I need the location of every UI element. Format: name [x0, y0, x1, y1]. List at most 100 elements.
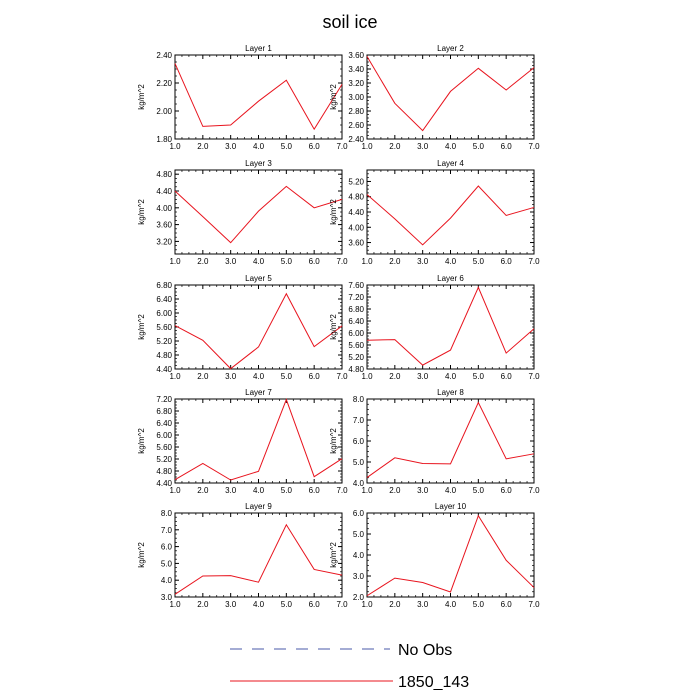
x-tick-label: 3.0 [225, 142, 237, 151]
panel-title: Layer 4 [437, 159, 464, 168]
y-axis-label: kg/m^2 [137, 84, 146, 110]
series-line-1850_143 [366, 286, 535, 366]
x-tick-label: 1.0 [169, 486, 181, 495]
y-tick-label: 5.60 [348, 341, 364, 350]
x-tick-label: 4.0 [445, 486, 457, 495]
y-tick-label: 4.0 [353, 551, 365, 560]
x-tick-label: 4.0 [253, 600, 265, 609]
x-tick-label: 6.0 [501, 486, 513, 495]
x-tick-label: 6.0 [309, 257, 321, 266]
panel-layer-2: Layer 2kg/m^21.0 2.0 3.0 4.0 5.0 6.0 7.02.402.… [329, 44, 540, 151]
y-tick-label: 7.0 [161, 526, 173, 535]
x-tick-label: 5.0 [281, 486, 293, 495]
y-tick-label: 5.0 [353, 458, 365, 467]
x-tick-label: 2.0 [197, 142, 209, 151]
y-tick-label: 4.40 [156, 365, 172, 374]
y-tick-label: 3.60 [156, 221, 172, 230]
x-tick-label: 5.0 [281, 142, 293, 151]
panel-layer-5: Layer 5 kg/m^2 1.0 2.0 3.0 4.0 5.0 6.0 7.0 4.40 4.… [137, 274, 348, 381]
y-tick-label: 5.0 [161, 559, 173, 568]
y-tick-label: 3.0 [161, 593, 173, 602]
y-tick-label: 3.60 [348, 51, 364, 60]
x-tick-label: 5.0 [473, 600, 485, 609]
x-tick-label: 1.0 [169, 142, 181, 151]
x-tick-label: 6.0 [309, 600, 321, 609]
y-tick-label: 5.60 [156, 323, 172, 332]
plot-frame [174, 284, 343, 370]
y-tick-label: 4.80 [348, 193, 364, 202]
y-axis-label: kg/m^2 [137, 428, 146, 454]
y-axis-label: kg/m^2 [137, 314, 146, 340]
y-tick-label: 5.20 [348, 353, 364, 362]
x-tick-label: 3.0 [225, 600, 237, 609]
y-tick-label: 7.20 [348, 293, 364, 302]
legend-label-no-obs: No Obs [398, 642, 452, 659]
plot-frame [366, 284, 535, 370]
x-tick-label: 4.0 [253, 372, 265, 381]
x-tick-label: 3.0 [417, 142, 429, 151]
legend-label-1850-143: 1850_143 [398, 674, 469, 691]
y-tick-label: 3.0 [353, 572, 365, 581]
x-tick-label: 7.0 [336, 486, 348, 495]
y-tick-label: 6.40 [156, 295, 172, 304]
x-tick-label: 4.0 [445, 600, 457, 609]
x-tick-label: 5.0 [281, 600, 293, 609]
y-tick-label: 5.0 [353, 530, 365, 539]
x-tick-label: 6.0 [309, 486, 321, 495]
panel-title: Layer 1 [245, 44, 272, 53]
x-tick-label: 4.0 [253, 486, 265, 495]
y-tick-label: 7.60 [348, 281, 364, 290]
y-tick-label: 6.0 [353, 509, 365, 518]
x-tick-label: 4.0 [445, 257, 457, 266]
x-tick-label: 7.0 [336, 257, 348, 266]
x-tick-label: 3.0 [417, 486, 429, 495]
y-tick-label: 3.40 [348, 65, 364, 74]
plot-frame [366, 54, 535, 140]
x-tick-label: 6.0 [501, 257, 513, 266]
series-line-1850_143 [174, 398, 343, 481]
x-tick-label: 3.0 [225, 486, 237, 495]
y-tick-label: 4.80 [156, 467, 172, 476]
series-line-1850_143 [366, 56, 535, 132]
x-tick-label: 5.0 [281, 257, 293, 266]
panel-layer-9: Layer 9 kg/m^2 1.0 2.0 3.0 4.0 5.0 6.0 7.0 3.0 4.0… [137, 502, 348, 609]
x-tick-label: 2.0 [389, 142, 401, 151]
y-tick-label: 4.40 [156, 479, 172, 488]
panel-title: Layer 3 [245, 159, 272, 168]
panel-title: Layer 7 [245, 388, 272, 397]
x-tick-label: 1.0 [361, 257, 373, 266]
x-tick-label: 1.0 [361, 142, 373, 151]
y-tick-label: 4.00 [348, 223, 364, 232]
x-tick-label: 1.0 [169, 600, 181, 609]
x-tick-label: 6.0 [501, 372, 513, 381]
y-tick-label: 2.80 [348, 107, 364, 116]
x-tick-label: 4.0 [253, 142, 265, 151]
legend: No Obs 1850_143 [230, 642, 469, 691]
y-tick-label: 7.0 [353, 416, 365, 425]
x-tick-label: 7.0 [528, 372, 540, 381]
y-axis-label: kg/m^2 [137, 199, 146, 225]
y-tick-label: 2.20 [156, 79, 172, 88]
y-tick-label: 6.00 [156, 431, 172, 440]
y-tick-label: 6.40 [348, 317, 364, 326]
y-tick-label: 3.20 [348, 79, 364, 88]
x-tick-label: 7.0 [336, 600, 348, 609]
x-tick-label: 3.0 [417, 257, 429, 266]
y-tick-label: 4.0 [353, 479, 365, 488]
x-tick-label: 7.0 [528, 486, 540, 495]
x-tick-label: 6.0 [309, 372, 321, 381]
y-tick-label: 6.40 [156, 419, 172, 428]
y-tick-label: 3.20 [156, 237, 172, 246]
y-tick-label: 4.40 [156, 187, 172, 196]
panel-title: Layer 5 [245, 274, 272, 283]
x-tick-label: 7.0 [336, 372, 348, 381]
x-tick-label: 6.0 [501, 142, 513, 151]
x-tick-label: 2.0 [389, 486, 401, 495]
series-line-1850_143 [366, 185, 535, 246]
y-tick-label: 2.40 [156, 51, 172, 60]
plot-frame [366, 169, 535, 255]
panel-title: Layer 9 [245, 502, 272, 511]
y-tick-label: 6.80 [156, 281, 172, 290]
y-axis-label: kg/m^2 [329, 199, 338, 225]
